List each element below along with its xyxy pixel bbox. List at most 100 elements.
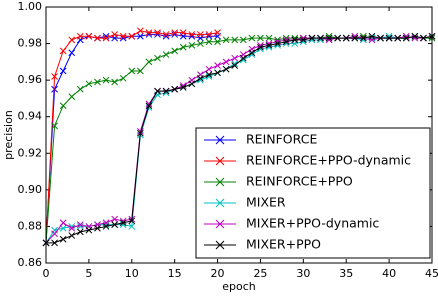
point-marker	[68, 224, 76, 232]
point-marker	[197, 31, 204, 38]
point-marker	[154, 54, 161, 62]
point-marker	[325, 34, 333, 42]
legend-label: MIXER+PPO-dynamic	[246, 216, 379, 231]
point-marker	[154, 29, 161, 36]
point-marker	[179, 43, 187, 51]
y-tick-label: 0.92	[18, 146, 43, 159]
legend-marker	[215, 198, 225, 208]
x-tick-label: 10	[125, 267, 139, 280]
point-marker	[68, 223, 76, 230]
point-marker	[179, 29, 187, 36]
legend-marker	[215, 177, 225, 187]
legend-marker	[215, 135, 225, 145]
point-marker	[145, 29, 153, 36]
x-tick-label: 0	[43, 267, 50, 280]
y-tick-label: 0.96	[18, 73, 43, 86]
point-marker	[51, 230, 58, 238]
x-tick-label: 30	[296, 267, 310, 280]
point-marker	[154, 87, 161, 95]
legend-box	[195, 127, 431, 259]
point-marker	[257, 43, 264, 51]
point-marker	[128, 32, 136, 40]
point-marker	[385, 34, 393, 42]
point-marker	[231, 54, 239, 62]
legend-marker	[215, 219, 225, 229]
point-marker	[394, 34, 402, 42]
point-marker	[85, 32, 93, 40]
point-marker	[102, 34, 110, 42]
point-marker	[265, 42, 273, 49]
point-marker	[59, 102, 67, 110]
x-axis-label: epoch	[222, 280, 256, 293]
point-marker	[299, 36, 307, 44]
point-marker	[231, 36, 239, 44]
point-marker	[94, 34, 101, 42]
point-marker	[214, 69, 221, 77]
point-marker	[68, 232, 76, 239]
point-marker	[265, 34, 273, 42]
point-marker	[291, 36, 299, 44]
point-marker	[137, 67, 144, 75]
point-marker	[188, 80, 196, 88]
point-marker	[282, 38, 290, 46]
point-marker	[171, 29, 179, 36]
point-marker	[59, 67, 67, 75]
legend-marker	[215, 156, 225, 166]
point-marker	[179, 84, 187, 91]
point-marker	[197, 74, 204, 82]
y-tick-label: 0.90	[18, 183, 43, 196]
y-axis-label: precision	[2, 110, 15, 160]
point-marker	[402, 34, 410, 42]
point-marker	[76, 221, 84, 228]
point-marker	[119, 219, 127, 227]
point-marker	[137, 27, 144, 35]
point-marker	[76, 85, 84, 93]
legend-label: REINFORCE	[246, 132, 317, 147]
point-marker	[342, 34, 350, 42]
point-marker	[214, 38, 221, 46]
point-marker	[239, 56, 247, 64]
point-marker	[257, 42, 264, 49]
point-marker	[368, 32, 376, 40]
point-marker	[411, 32, 419, 40]
point-marker	[51, 122, 58, 130]
point-marker	[51, 73, 58, 80]
series-line	[45, 35, 433, 244]
point-marker	[137, 127, 144, 135]
x-tick-label: 20	[211, 267, 225, 280]
point-marker	[188, 42, 196, 49]
point-marker	[171, 47, 179, 55]
point-marker	[274, 40, 281, 47]
x-tick-label: 35	[339, 267, 353, 280]
point-marker	[162, 31, 170, 38]
point-marker	[205, 71, 213, 79]
point-marker	[76, 228, 84, 236]
legend-label: MIXER	[246, 195, 286, 210]
point-marker	[317, 34, 324, 42]
point-marker	[85, 80, 93, 88]
point-marker	[102, 76, 110, 84]
point-marker	[94, 224, 101, 232]
point-marker	[85, 226, 93, 234]
x-tick-label: 15	[168, 267, 182, 280]
point-marker	[205, 31, 213, 38]
point-marker	[111, 221, 118, 228]
point-marker	[68, 93, 76, 100]
point-marker	[128, 223, 136, 230]
point-marker	[59, 224, 67, 232]
legend-label: MIXER+PPO	[246, 237, 321, 252]
point-marker	[137, 32, 144, 40]
point-marker	[111, 31, 118, 38]
point-marker	[420, 34, 427, 42]
point-marker	[111, 78, 118, 86]
point-marker	[334, 34, 341, 42]
point-marker	[411, 34, 419, 42]
point-marker	[145, 102, 153, 110]
point-marker	[119, 74, 127, 82]
point-marker	[59, 47, 67, 55]
point-marker	[257, 34, 264, 42]
legend-marker	[215, 240, 225, 250]
legend-label: REINFORCE+PPO-dynamic	[246, 153, 411, 168]
legend-label: REINFORCE+PPO	[246, 174, 353, 189]
